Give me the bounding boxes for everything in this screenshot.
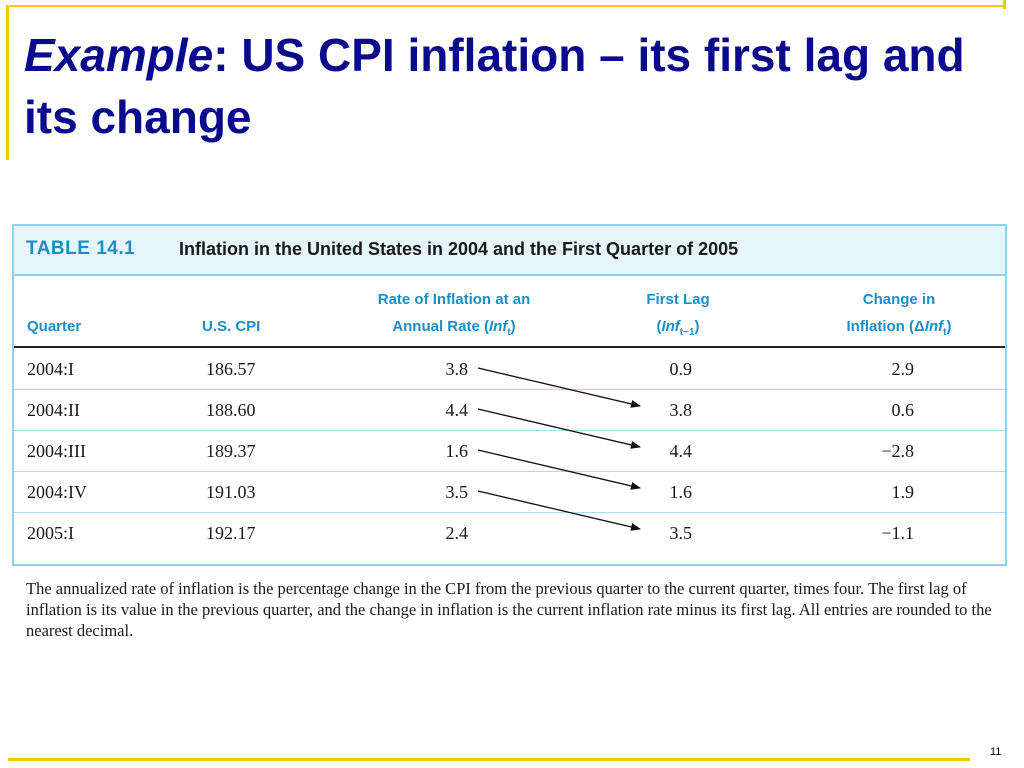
cell-quarter: 2004:IV (27, 482, 87, 502)
header-lag-post: ) (694, 318, 700, 335)
cell-first-lag: 4.4 (669, 441, 693, 461)
header-change-delta: Δ (914, 318, 925, 335)
left-accent-rule (6, 5, 9, 160)
header-inflation-line2: Annual Rate (Inft) (344, 313, 564, 346)
header-first-lag: First Lag (Inft−1) (614, 286, 742, 346)
lag-arrow (477, 367, 641, 408)
cell-first-lag: 3.8 (669, 400, 693, 420)
cell-first-lag: 3.5 (669, 523, 693, 543)
row-divider (14, 430, 1005, 431)
cell-cpi: 188.60 (206, 400, 256, 420)
cell-quarter: 2004:III (27, 441, 86, 461)
header-inflation-var: Inf (489, 318, 508, 335)
header-divider (14, 346, 1005, 348)
header-inflation-line1: Rate of Inflation at an (377, 291, 531, 308)
row-divider (14, 471, 1005, 472)
table-caption: TABLE 14.1 Inflation in the United State… (14, 226, 1005, 276)
header-change-post: ) (946, 318, 952, 335)
cell-quarter: 2004:II (27, 400, 80, 420)
cell-inflation: 1.6 (445, 441, 469, 461)
cell-first-lag: 0.9 (669, 359, 693, 379)
cell-cpi: 189.37 (206, 441, 256, 461)
header-inflation: Rate of Inflation at an Annual Rate (Inf… (344, 286, 564, 346)
slide-title-rest: : US CPI inflation – its first lag and i… (24, 29, 965, 143)
slide-title-italic: Example (24, 29, 214, 81)
header-change: Change in Inflation (ΔInft) (814, 286, 984, 346)
header-lag-sub: t−1 (679, 327, 695, 338)
top-accent-rule-end (1003, 0, 1006, 9)
cell-change: 1.9 (891, 482, 915, 502)
inflation-table: TABLE 14.1 Inflation in the United State… (12, 224, 1007, 566)
bottom-accent-rule (8, 758, 970, 761)
table-number: TABLE 14.1 (26, 238, 136, 259)
header-change-line1: Change in (862, 291, 936, 308)
cell-change: −1.1 (881, 523, 914, 543)
header-inflation-pre: Annual Rate ( (392, 318, 489, 335)
lag-arrow (477, 408, 641, 449)
cell-change: 2.9 (891, 359, 915, 379)
cell-inflation: 2.4 (445, 523, 469, 543)
header-change-pre: Inflation ( (846, 318, 915, 335)
top-accent-rule (10, 5, 1005, 7)
header-lag-line1: First Lag (646, 291, 710, 308)
cell-inflation: 4.4 (445, 400, 469, 420)
header-lag-var: Inf (661, 318, 680, 335)
header-inflation-sub: t (507, 327, 511, 338)
header-inflation-post: ) (510, 318, 516, 335)
lag-arrow (477, 449, 641, 490)
cell-cpi: 191.03 (206, 482, 256, 502)
header-change-var: Inf (924, 318, 944, 335)
cell-inflation: 3.5 (445, 482, 469, 502)
header-lag-pre: ( (656, 318, 662, 335)
header-lag-line2: (Inft−1) (614, 313, 742, 346)
page-number: 11 (990, 746, 1002, 758)
cell-change: 0.6 (891, 400, 915, 420)
slide-title: Example: US CPI inflation – its first la… (24, 24, 1004, 148)
table-caption-text: Inflation in the United States in 2004 a… (179, 239, 739, 259)
lag-arrows (477, 367, 641, 531)
header-cpi: U.S. CPI (202, 318, 261, 335)
row-divider (14, 389, 1005, 390)
header-change-line2: Inflation (ΔInft) (814, 313, 984, 346)
cell-quarter: 2004:I (27, 359, 74, 379)
cell-cpi: 192.17 (206, 523, 256, 543)
cell-inflation: 3.8 (445, 359, 469, 379)
table-footnote: The annualized rate of inflation is the … (26, 579, 992, 640)
header-change-sub: t (943, 327, 947, 338)
row-divider (14, 512, 1005, 513)
cell-cpi: 186.57 (206, 359, 256, 379)
header-quarter: Quarter (27, 318, 82, 335)
cell-quarter: 2005:I (27, 523, 74, 543)
cell-change: −2.8 (881, 441, 914, 461)
cell-first-lag: 1.6 (669, 482, 693, 502)
lag-arrow (477, 490, 641, 531)
